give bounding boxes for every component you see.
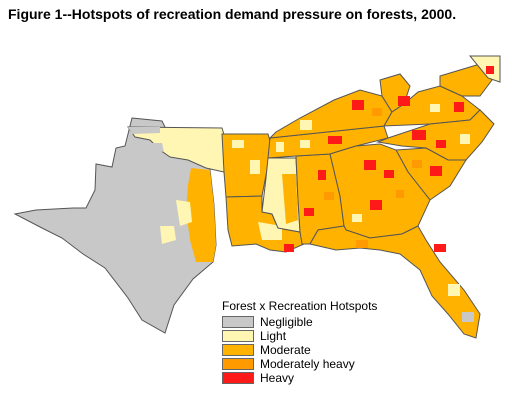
legend-label: Moderate bbox=[260, 343, 311, 357]
legend-swatch bbox=[222, 330, 254, 342]
southeast-us-map bbox=[13, 55, 501, 339]
legend-label: Heavy bbox=[260, 371, 295, 385]
state-north-carolina bbox=[376, 109, 495, 161]
state-arkansas bbox=[221, 133, 273, 198]
east-texas-forest-region bbox=[186, 168, 216, 262]
legend-title: Forest x Recreation Hotspots bbox=[222, 299, 378, 313]
legend-item-heavy: Heavy bbox=[222, 371, 392, 385]
map-legend: Forest x Recreation Hotspots Negligible … bbox=[222, 299, 392, 385]
figure-title: Figure 1--Hotspots of recreation demand … bbox=[8, 6, 457, 22]
legend-item-moderate: Moderate bbox=[222, 343, 392, 357]
state-florida bbox=[309, 225, 481, 339]
legend-item-light: Light bbox=[222, 329, 392, 343]
legend-swatch bbox=[222, 372, 254, 384]
legend-swatch bbox=[222, 316, 254, 328]
legend-label: Light bbox=[260, 329, 287, 343]
legend-swatch bbox=[222, 358, 254, 370]
legend-item-negligible: Negligible bbox=[222, 315, 392, 329]
legend-label: Moderately heavy bbox=[260, 357, 355, 371]
legend-swatch bbox=[222, 344, 254, 356]
legend-item-moderately-heavy: Moderately heavy bbox=[222, 357, 392, 371]
legend-label: Negligible bbox=[260, 315, 313, 329]
